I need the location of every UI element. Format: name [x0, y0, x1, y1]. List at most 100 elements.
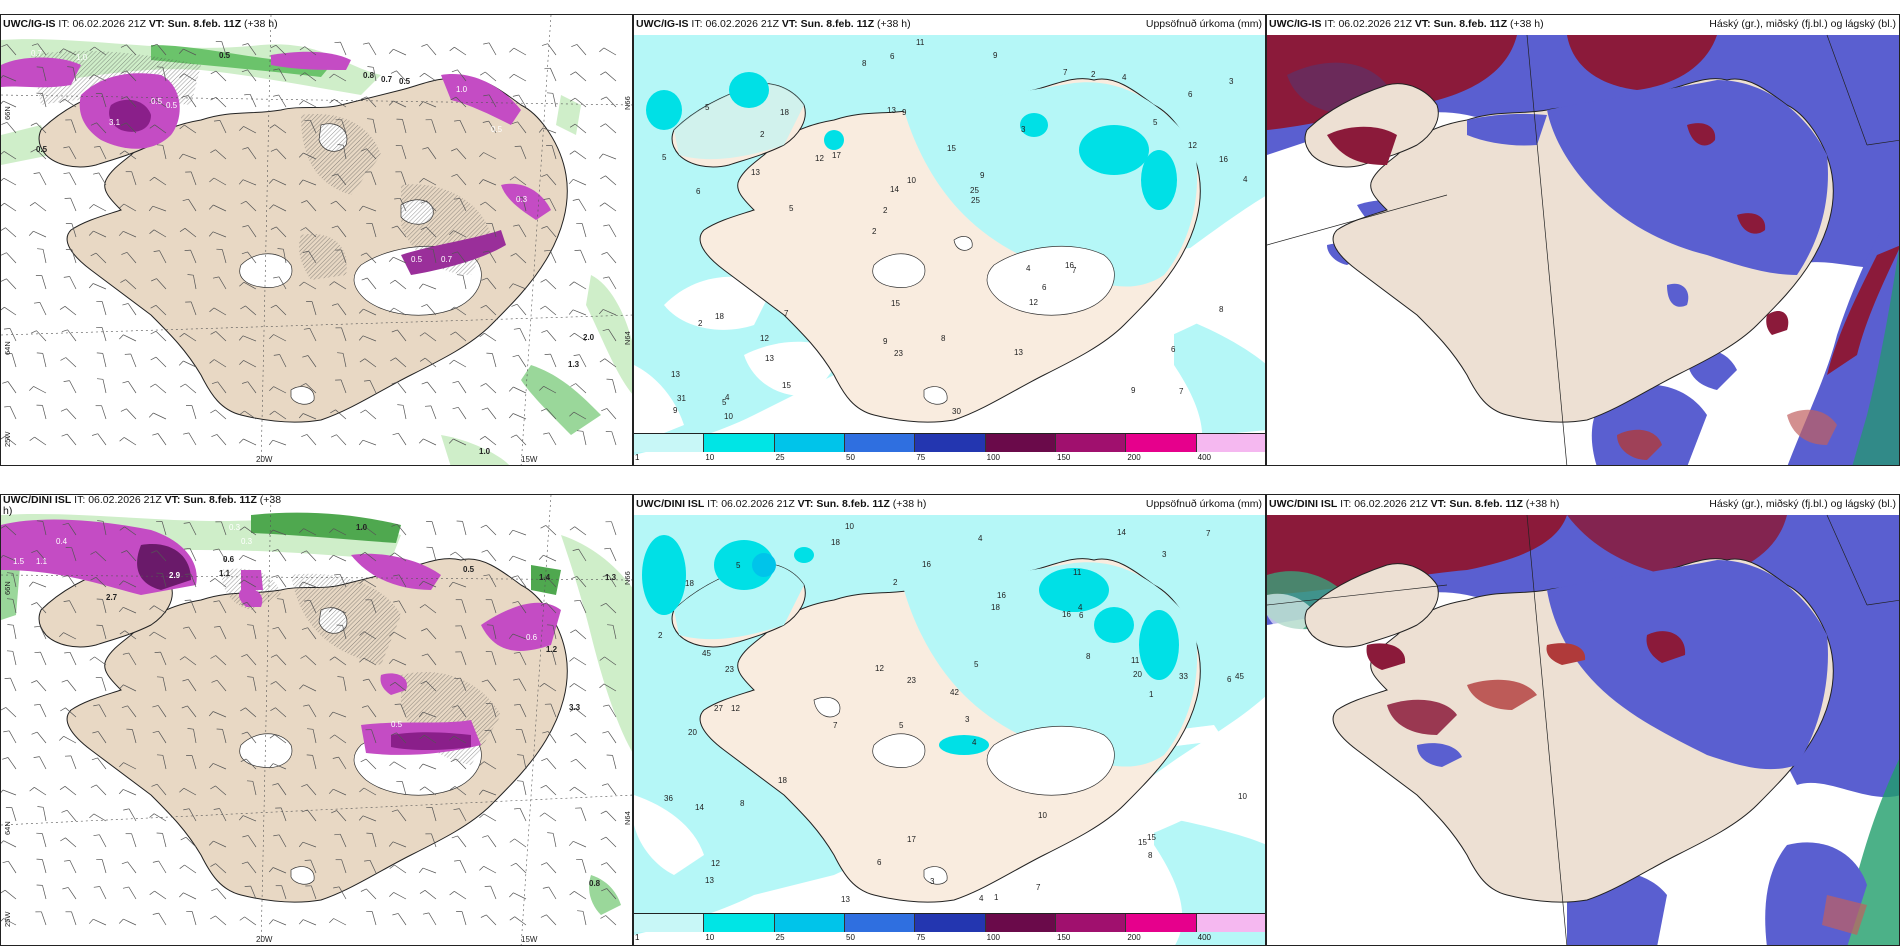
wind-barb — [218, 600, 227, 614]
wind-barb-flag — [299, 281, 305, 287]
wind-barb-flag — [568, 179, 574, 185]
wind-barb — [456, 148, 467, 160]
wind-barb — [457, 705, 467, 718]
wind-barb-flag — [2, 860, 9, 864]
wind-barb-flag — [210, 915, 216, 920]
wind-barb — [11, 353, 17, 368]
wind-barb — [608, 276, 617, 290]
wind-barb-flag — [479, 761, 485, 766]
wind-barb — [36, 550, 47, 562]
wind-barb — [393, 256, 407, 264]
wind-barb — [339, 834, 347, 848]
wind-barb-flag — [242, 835, 249, 838]
wind-barb — [215, 785, 227, 796]
wind-barb — [397, 381, 407, 394]
wind-barb — [155, 383, 167, 394]
wind-barb-flag — [577, 910, 584, 912]
wind-barb-flag — [238, 179, 244, 185]
wind-barb-flag — [31, 43, 38, 46]
wind-barb-flag — [599, 358, 605, 363]
wind-barb — [513, 73, 527, 82]
wind-barb-flag — [4, 405, 11, 408]
wind-barb-flag — [367, 66, 374, 68]
wind-barb-flag — [61, 679, 68, 683]
wind-barb — [460, 625, 467, 640]
wind-barb-flag — [334, 573, 341, 576]
wind-barb — [97, 757, 107, 770]
wind-barb — [364, 358, 377, 368]
wind-barb — [371, 911, 377, 926]
wind-barb-flag — [268, 529, 274, 535]
wind-label: 0.5 — [36, 145, 48, 154]
colorbar-swatch — [634, 914, 705, 932]
wind-barb — [42, 405, 47, 420]
precip-value: 10 — [1238, 792, 1247, 801]
wind-barb-flag — [479, 332, 485, 338]
wind-barb-flag — [391, 523, 398, 527]
wind-barb — [394, 552, 407, 562]
wind-barb — [126, 44, 137, 56]
wind-barb — [339, 574, 347, 588]
wind-barb — [455, 331, 467, 342]
wind-label: 0.3 — [229, 523, 241, 532]
wind-barb — [36, 602, 47, 614]
wind-barb-flag — [59, 48, 64, 54]
wind-label: 0.7 — [31, 49, 43, 58]
wind-barb-flag — [300, 655, 306, 659]
wind-barb — [128, 808, 137, 822]
wind-barb — [492, 353, 497, 368]
wind-barb — [337, 303, 347, 316]
wind-barb-flag — [299, 528, 304, 534]
wind-barb-flag — [92, 731, 99, 734]
wind-barb-flag — [329, 918, 334, 923]
wind-barb — [41, 911, 47, 926]
wind-barb-flag — [600, 71, 606, 76]
wind-barb-flag — [153, 250, 160, 252]
wind-barb — [432, 249, 437, 264]
wind-barb-flag — [334, 833, 341, 836]
wind-barb-flag — [64, 651, 71, 654]
wind-barb — [5, 227, 17, 238]
wind-barb — [366, 888, 377, 900]
wind-barb-flag — [270, 148, 277, 152]
wind-barb — [398, 574, 407, 588]
wind-barb-flag — [34, 703, 41, 706]
panel-title: UWC/IG-IS IT: 06.02.2026 21Z VT: Sun. 8.… — [636, 18, 911, 30]
wind-barb-flag — [270, 681, 276, 685]
wind-barb — [247, 251, 257, 264]
wind-barb — [398, 600, 407, 614]
wind-barb — [216, 888, 227, 900]
wind-barb — [69, 276, 77, 290]
wind-barb — [101, 677, 107, 692]
wind-barb-flag — [569, 708, 576, 712]
wind-barb-flag — [118, 231, 124, 236]
wind-barb — [219, 808, 227, 822]
wind-barb-flag — [576, 430, 584, 432]
wind-barb-flag — [62, 887, 69, 890]
wind-barb-flag — [4, 677, 11, 679]
wind-barb — [183, 360, 197, 368]
wind-barb-flag — [93, 834, 100, 837]
wind-barb — [39, 626, 47, 640]
wind-barb — [342, 625, 347, 640]
wind-barb-flag — [574, 249, 581, 251]
wind-barb-flag — [480, 383, 486, 387]
wind-barb-flag — [151, 783, 158, 787]
wind-barb-flag — [570, 71, 576, 76]
lon-label-15w: 15W — [521, 935, 538, 944]
wind-barb — [512, 283, 527, 290]
wind-barb-flag — [299, 72, 306, 77]
wind-barb-flag — [510, 253, 516, 257]
wind-barb — [542, 127, 557, 134]
wind-barb — [518, 355, 527, 368]
wind-barb-flag — [93, 146, 100, 148]
wind-barb-flag — [59, 786, 66, 790]
wind-barb — [303, 152, 317, 160]
wind-barb — [273, 204, 287, 212]
precip-value: 16 — [1219, 155, 1228, 164]
wind-barb — [459, 198, 467, 212]
wind-barb-flag — [273, 354, 280, 356]
wind-barb — [2, 75, 17, 82]
wind-barb-flag — [540, 602, 547, 606]
wind-barb — [334, 99, 347, 108]
